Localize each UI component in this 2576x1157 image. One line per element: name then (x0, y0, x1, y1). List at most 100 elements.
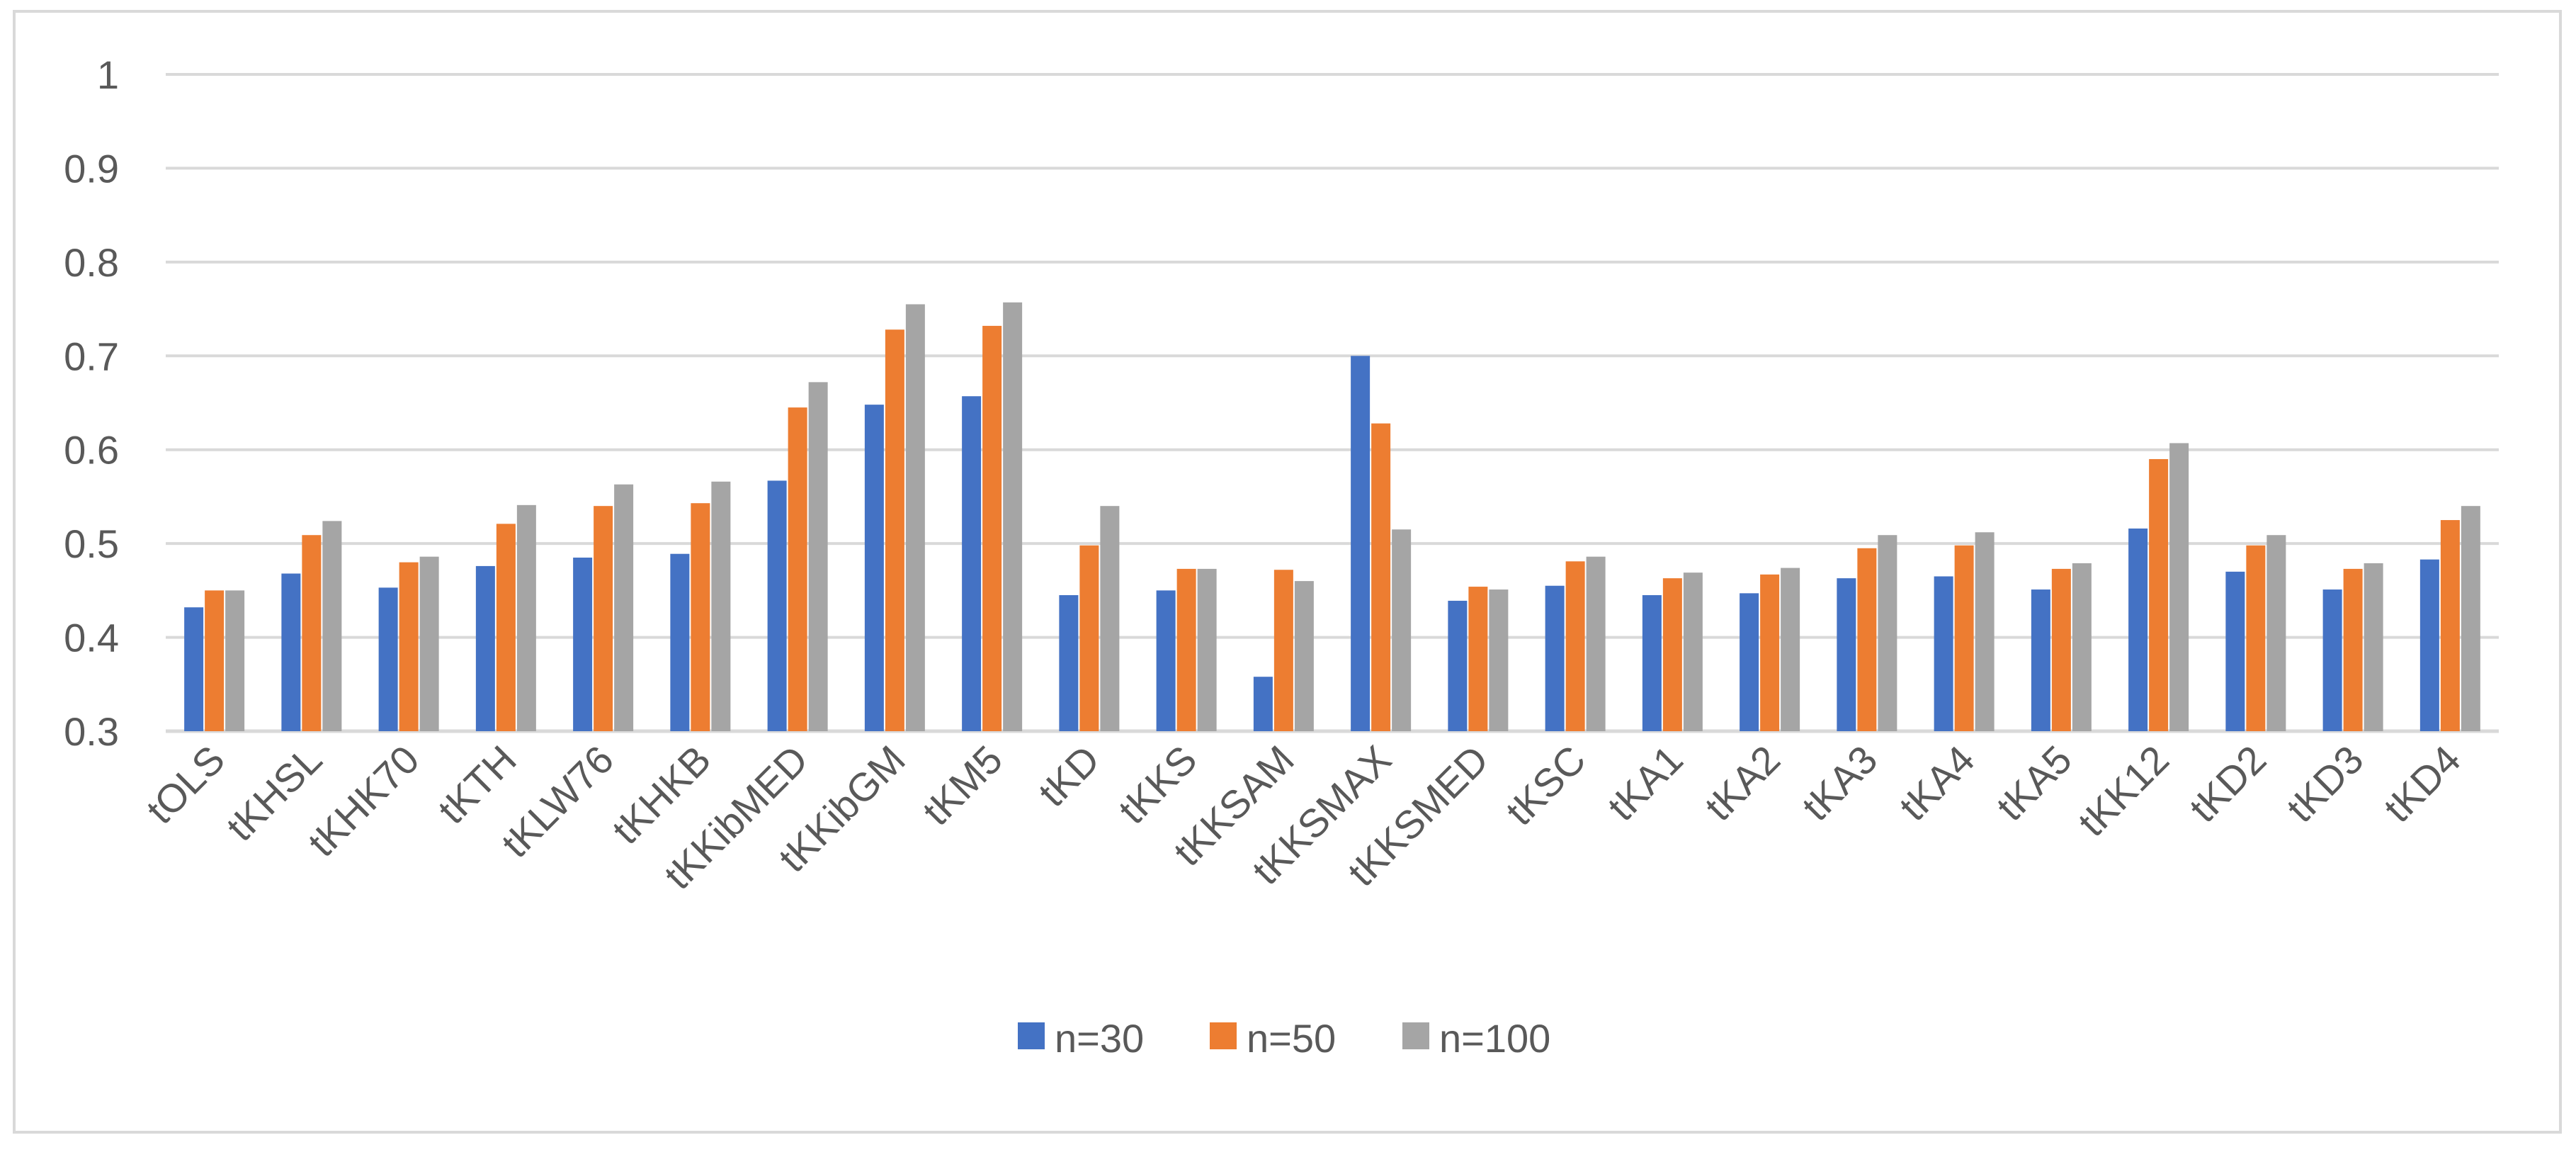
x-tick-label: tKA2 (1696, 737, 1788, 829)
bar-tKK12-n=30 (2128, 528, 2148, 731)
bar-tKA3-n=30 (1837, 578, 1856, 731)
bar-tKKSMAX-n=100 (1392, 529, 1412, 731)
bar-tOLS-n=30 (184, 607, 204, 731)
bar-tKA3-n=100 (1878, 535, 1897, 731)
bar-tKKibMED-n=100 (808, 382, 828, 731)
x-tick-label: tKA5 (1987, 737, 2079, 829)
bar-tKD4-n=50 (2440, 520, 2460, 731)
legend: n=30 n=50 n=100 (1018, 1016, 1550, 1061)
bar-tKA4-n=50 (1954, 545, 1974, 731)
bar-tKKSMAX-n=50 (1371, 423, 1391, 731)
x-tick-label: tKK12 (2070, 737, 2177, 845)
x-tick-label: tKHK70 (300, 737, 428, 865)
bar-tKKSMED-n=50 (1468, 587, 1488, 731)
bar-tKSC-n=30 (1545, 585, 1565, 731)
bar-tKHK70-n=50 (399, 562, 419, 731)
bar-tKHK70-n=30 (378, 587, 398, 731)
bar-tKHKB-n=50 (691, 503, 710, 731)
bar-tKM5-n=50 (982, 325, 1002, 731)
bar-tKKSMAX-n=30 (1351, 356, 1371, 731)
bar-tKKSAM-n=50 (1273, 570, 1293, 731)
bar-tKKibMED-n=30 (767, 480, 787, 731)
bar-tKA2-n=100 (1781, 568, 1800, 731)
x-tick-label: tKA1 (1599, 737, 1691, 829)
bar-tOLS-n=50 (205, 590, 225, 731)
bar-tKD3-n=30 (2322, 589, 2342, 731)
bar-tKD4-n=30 (2419, 559, 2439, 731)
bar-tKA3-n=50 (1857, 548, 1877, 731)
x-tick-label: tKD3 (2278, 737, 2372, 831)
bar-tKSC-n=50 (1565, 561, 1585, 731)
legend-swatch-n=30 (1018, 1022, 1045, 1049)
y-tick-label: 0.8 (64, 240, 119, 285)
bar-tKKSAM-n=100 (1294, 581, 1314, 731)
x-tick-label: tKD2 (2181, 737, 2275, 831)
bar-tKD-n=30 (1059, 594, 1079, 731)
bar-tKM5-n=30 (962, 396, 982, 731)
bar-tKA1-n=30 (1642, 594, 1662, 731)
x-tick-label: tKA4 (1890, 737, 1982, 829)
y-tick-label: 0.5 (64, 521, 119, 566)
bar-tKLW76-n=30 (573, 558, 593, 731)
bar-tKKSMED-n=30 (1448, 600, 1468, 731)
bar-tKA1-n=100 (1683, 572, 1703, 731)
legend-swatch-n=100 (1402, 1022, 1429, 1049)
y-tick-label: 0.9 (64, 146, 119, 191)
x-tick-label: tKD (1030, 737, 1108, 815)
bar-tOLS-n=100 (225, 590, 245, 731)
bar-tKSC-n=100 (1586, 556, 1606, 731)
x-tick-label: tKM5 (914, 737, 1011, 834)
bar-tKKS-n=50 (1176, 568, 1196, 731)
bar-tKLW76-n=100 (614, 484, 634, 731)
legend-label: n=30 (1055, 1016, 1144, 1061)
y-tick-label: 0.3 (64, 709, 119, 754)
bar-tKA5-n=100 (2072, 563, 2092, 731)
y-tick-label: 0.4 (64, 616, 119, 660)
x-tick-label: tKSC (1497, 737, 1594, 834)
bar-tKKS-n=30 (1156, 590, 1176, 731)
bar-tKA1-n=50 (1662, 578, 1682, 731)
bar-tKLW76-n=50 (594, 506, 613, 731)
y-tick-label: 0.6 (64, 428, 119, 473)
bar-tKD2-n=50 (2246, 545, 2266, 731)
bar-tKA2-n=50 (1760, 574, 1780, 731)
bar-tKK12-n=50 (2149, 458, 2169, 731)
x-tick-label: tKD4 (2375, 737, 2469, 831)
bar-tKA4-n=100 (1975, 532, 1995, 731)
legend-label: n=100 (1439, 1016, 1550, 1061)
bar-tKD-n=50 (1079, 545, 1099, 731)
bar-tKTH-n=100 (516, 504, 536, 731)
bar-tKK12-n=100 (2169, 443, 2189, 731)
bar-tKHK70-n=100 (419, 556, 439, 731)
bar-tKKibMED-n=50 (788, 407, 807, 731)
bar-tKTH-n=50 (496, 524, 516, 731)
y-tick-label: 1 (97, 52, 119, 97)
bar-tKKibGM-n=30 (864, 405, 884, 731)
bar-tKD3-n=100 (2364, 563, 2383, 731)
bar-tKHSL-n=50 (302, 535, 322, 731)
bar-tKA4-n=30 (1934, 576, 1953, 731)
bar-tKD-n=100 (1100, 506, 1120, 731)
y-tick-label: 0.7 (64, 334, 119, 378)
bar-tKKibGM-n=50 (885, 329, 904, 732)
bar-tKM5-n=100 (1003, 302, 1023, 732)
bar-tKD2-n=30 (2225, 571, 2245, 731)
bar-tKHKB-n=100 (711, 481, 731, 731)
bar-tKHSL-n=100 (322, 521, 342, 731)
bar-tKKSMED-n=100 (1489, 589, 1509, 731)
x-tick-label: tKA3 (1793, 737, 1885, 829)
bars (184, 302, 2480, 732)
legend-swatch-n=50 (1210, 1022, 1237, 1049)
gridlines (166, 73, 2499, 733)
bar-tKD2-n=100 (2266, 535, 2286, 731)
bar-tKTH-n=30 (475, 565, 495, 731)
bar-tKA5-n=50 (2051, 568, 2071, 731)
legend-label: n=50 (1247, 1016, 1336, 1061)
bar-tKD4-n=100 (2461, 506, 2480, 731)
bar-tKA2-n=30 (1740, 593, 1759, 731)
bar-tKHKB-n=30 (670, 553, 690, 731)
y-axis-tick-labels: 0.3 0.4 0.5 0.6 0.7 0.8 0.9 1 (64, 52, 119, 754)
bar-tKA5-n=30 (2031, 589, 2050, 731)
